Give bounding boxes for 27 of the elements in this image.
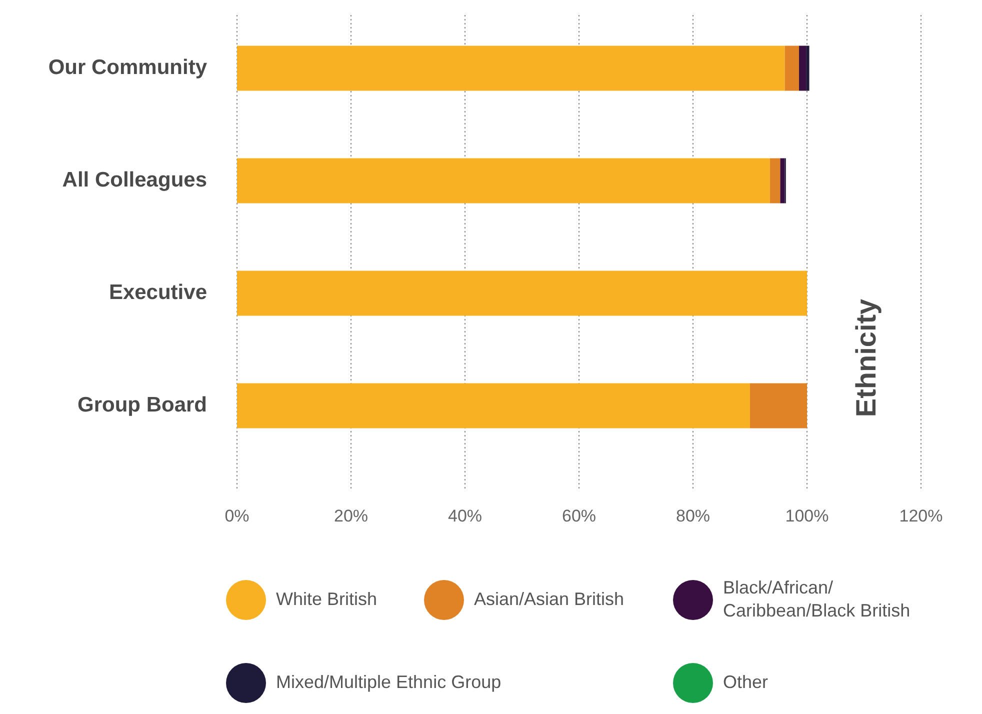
legend-label: White British — [276, 588, 378, 609]
legend-label: Asian/Asian British — [474, 588, 624, 609]
x-tick-label: 100% — [785, 506, 829, 526]
bar — [237, 46, 785, 91]
bar — [237, 158, 770, 204]
y-tick-label: Our Community — [48, 56, 208, 79]
x-tick-label: 80% — [676, 506, 710, 526]
y-tick-label: Group Board — [78, 393, 207, 416]
annotation: Ethnicity — [850, 298, 882, 418]
bar — [770, 158, 780, 204]
legend-label: Black/African/Caribbean/Black British — [723, 577, 910, 620]
y-tick-label: All Colleagues — [62, 168, 207, 192]
x-tick-label: 60% — [562, 506, 596, 526]
bar — [780, 158, 785, 204]
x-tick-label: 40% — [448, 506, 482, 526]
bar — [806, 46, 810, 91]
bar — [237, 270, 807, 316]
bar — [799, 46, 806, 91]
bar — [784, 46, 800, 91]
legend-label: Mixed/Multiple Ethnic Group — [276, 672, 502, 692]
bar — [750, 383, 807, 428]
x-tick-label: 120% — [899, 506, 943, 526]
bar — [237, 383, 750, 428]
y-tick-label: Executive — [108, 280, 207, 304]
x-tick-label: 0% — [224, 506, 250, 526]
legend-label: Other — [723, 672, 768, 692]
x-tick-label: 20% — [334, 506, 368, 526]
